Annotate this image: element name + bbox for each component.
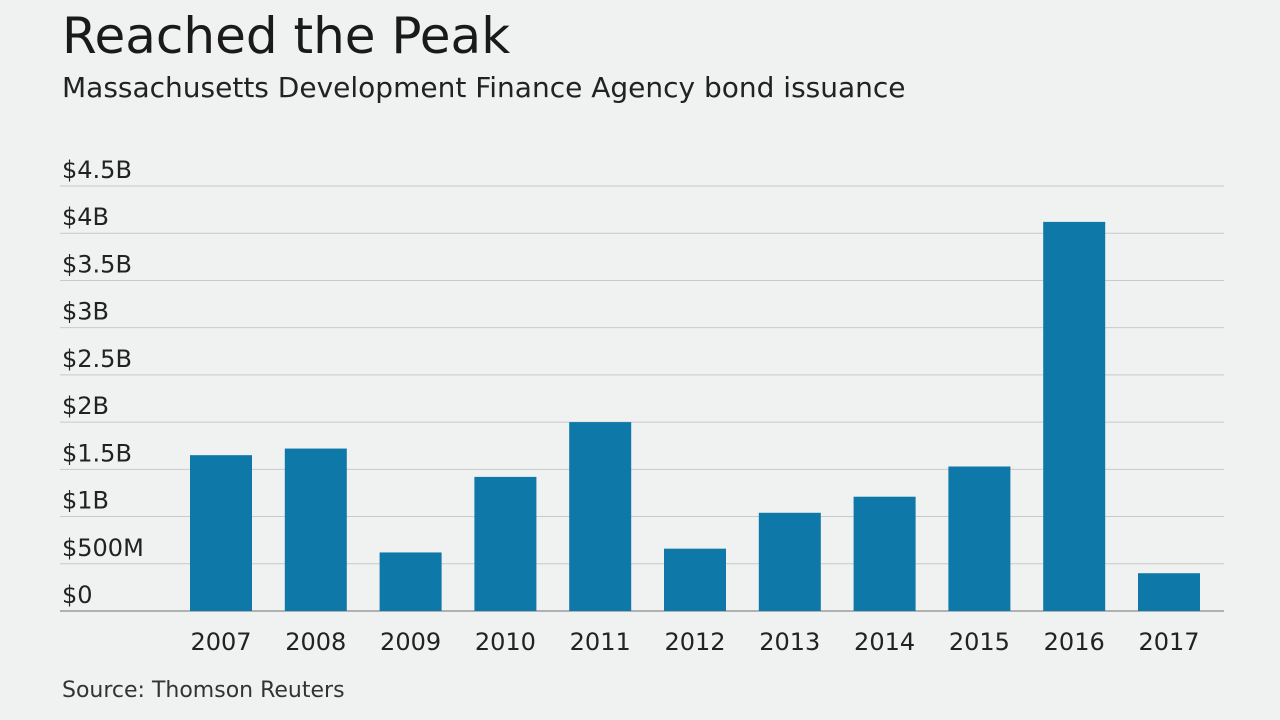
y-tick-label: $2B [62, 392, 109, 420]
bar-2008 [284, 448, 347, 611]
bar-2007 [190, 455, 252, 611]
y-tick-label: $3.5B [62, 250, 132, 278]
gridlines [60, 185, 1224, 612]
x-tick-label: 2014 [854, 628, 915, 656]
bar-2016 [1043, 221, 1106, 611]
bar-2013 [758, 512, 821, 611]
x-tick-label: 2017 [1138, 628, 1199, 656]
source-note: Source: Thomson Reuters [62, 678, 345, 703]
x-tick-label: 2008 [285, 628, 346, 656]
chart-subtitle: Massachusetts Development Finance Agency… [62, 71, 906, 104]
bar-2014 [853, 496, 916, 611]
x-tick-label: 2015 [949, 628, 1010, 656]
bars [190, 221, 1200, 611]
y-tick-label: $4.5B [62, 156, 132, 184]
x-tick-label: 2011 [570, 628, 631, 656]
y-tick-label: $1B [62, 487, 109, 515]
bar-2010 [474, 476, 537, 611]
y-tick-label: $1.5B [62, 439, 132, 467]
y-tick-label: $0 [62, 581, 93, 609]
y-tick-label: $2.5B [62, 345, 132, 373]
x-tick-label: 2016 [1044, 628, 1105, 656]
x-tick-label: 2007 [190, 628, 251, 656]
bar-2009 [379, 552, 442, 611]
x-tick-label: 2010 [475, 628, 536, 656]
bar-2017 [1138, 573, 1200, 611]
chart-title: Reached the Peak [62, 7, 511, 65]
x-tick-label: 2012 [664, 628, 725, 656]
bar-2015 [948, 466, 1011, 611]
x-tick-label: 2009 [380, 628, 441, 656]
y-tick-label: $3B [62, 298, 109, 326]
y-axis-tick-labels: $0 $500M $1B $1.5B $2B $2.5B $3B $3.5B $4B $4.5B [62, 156, 144, 609]
x-axis-tick-labels: 2007 2008 2009 2010 2011 2012 2013 2014 2015 2016… [190, 628, 1199, 656]
bar-2012 [664, 548, 726, 611]
y-tick-label: $500M [62, 534, 144, 562]
y-tick-label: $4B [62, 203, 109, 231]
x-tick-label: 2013 [759, 628, 820, 656]
bar-2011 [569, 422, 632, 611]
